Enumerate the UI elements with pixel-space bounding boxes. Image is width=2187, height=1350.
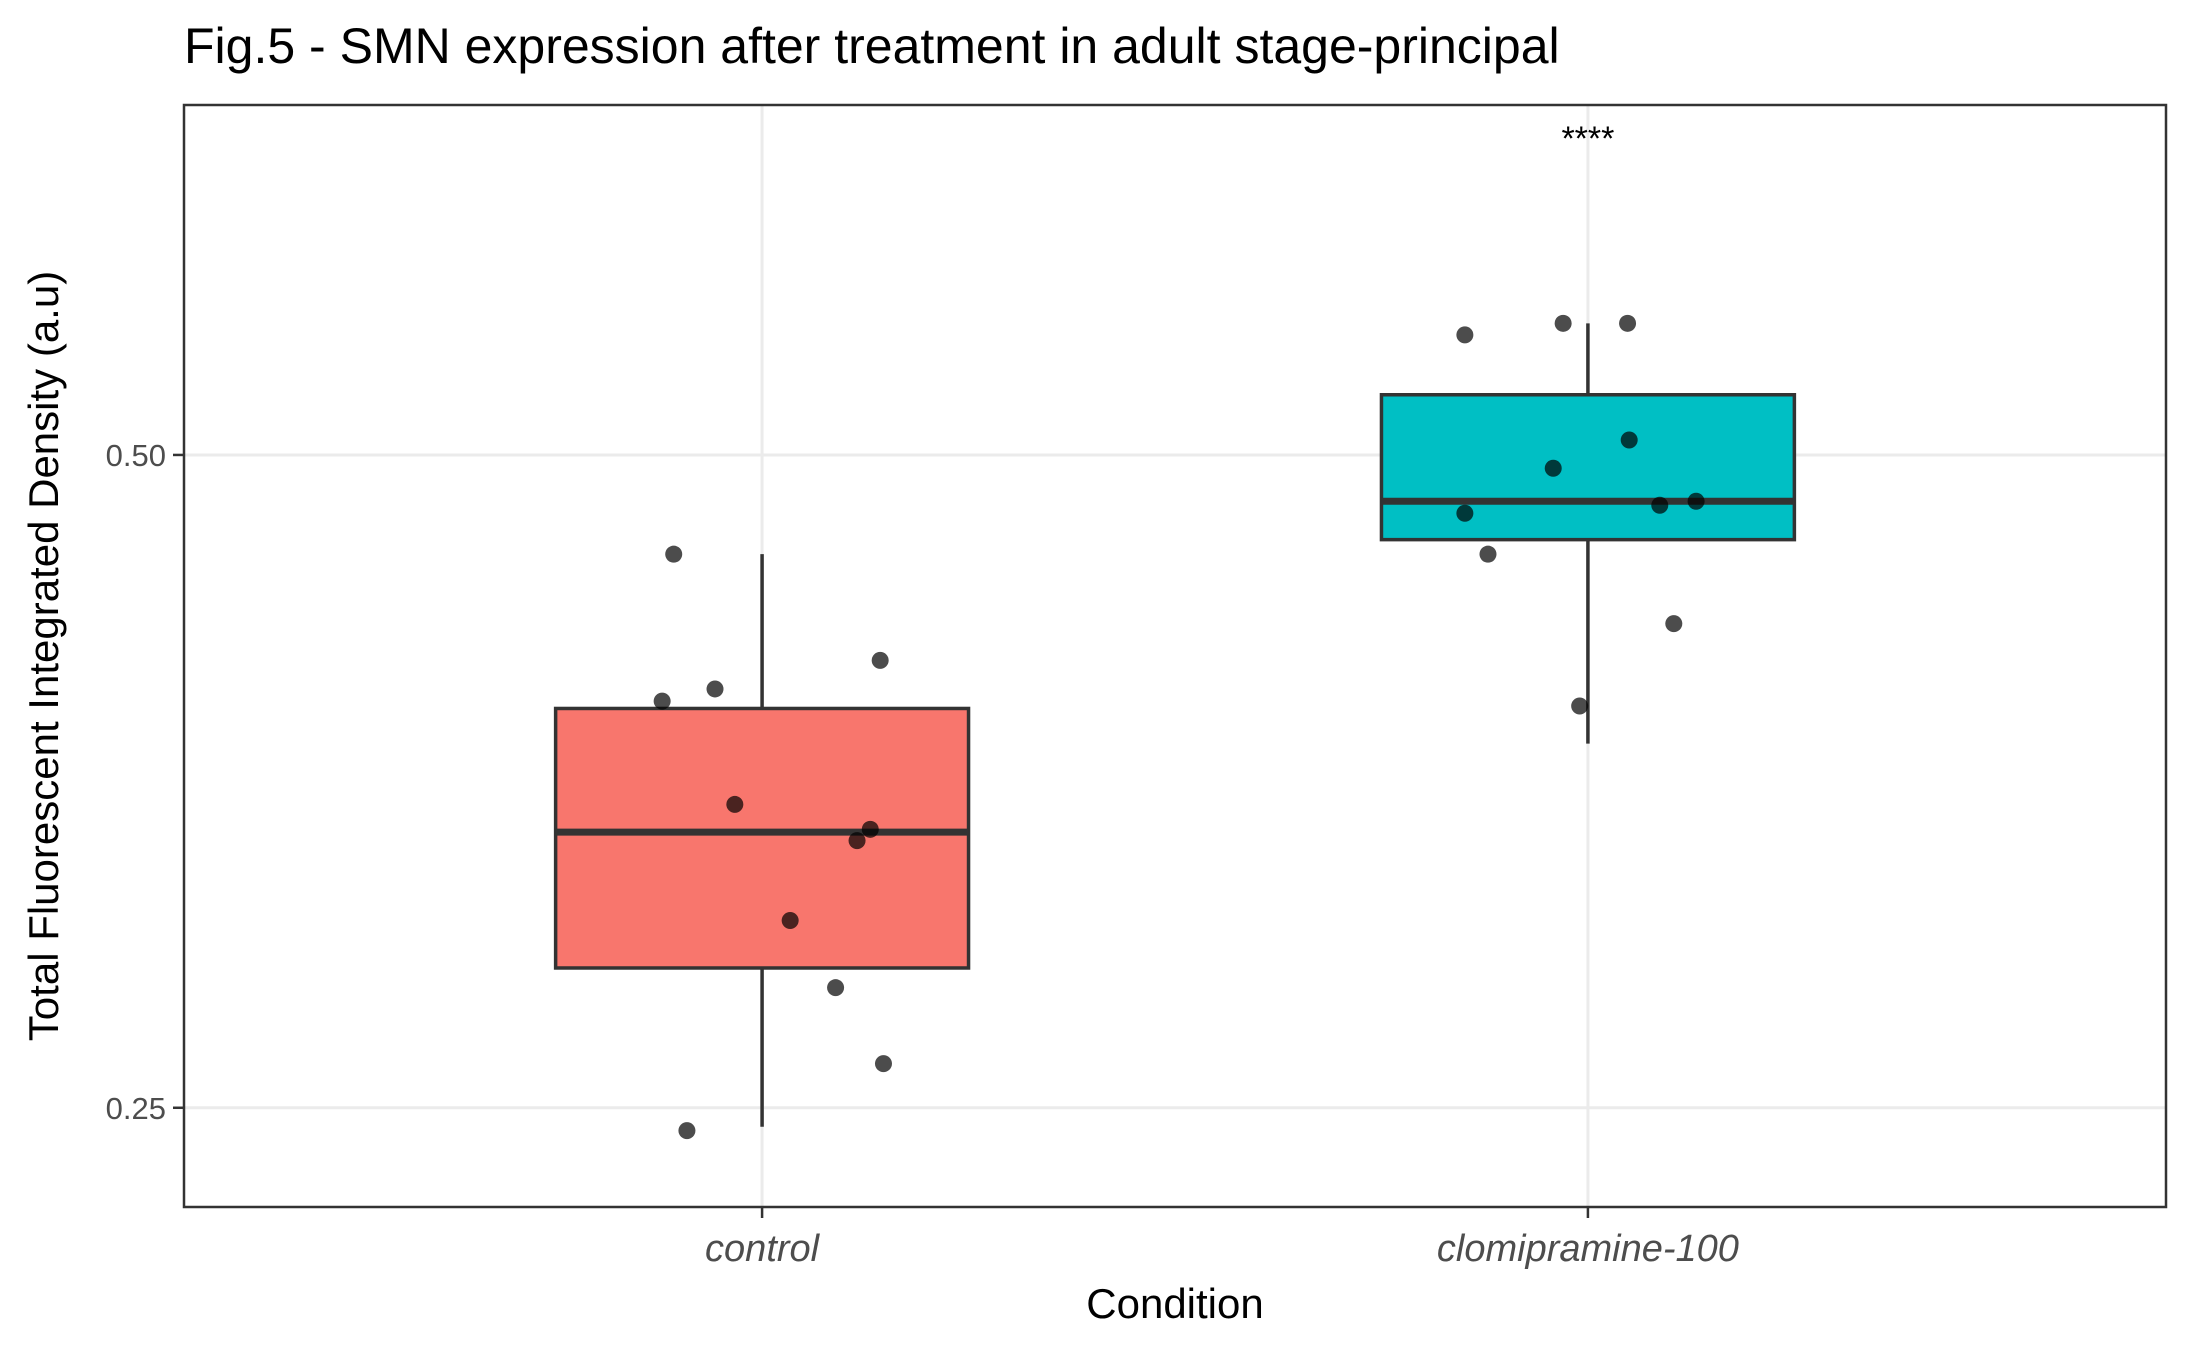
data-point	[781, 911, 799, 929]
y-axis-label: Total Fluorescent Integrated Density (a.…	[20, 271, 67, 1041]
data-point	[1651, 496, 1669, 514]
data-point	[874, 1055, 892, 1073]
data-point	[665, 545, 683, 563]
data-point	[1687, 492, 1705, 510]
data-point	[726, 795, 744, 813]
box-body	[1379, 393, 1797, 542]
data-point	[1619, 314, 1637, 332]
data-point	[1665, 615, 1683, 633]
data-point	[861, 820, 879, 838]
significance-annotation: ****	[1561, 120, 1614, 158]
data-point	[827, 979, 845, 997]
x-tick-label: control	[705, 1228, 821, 1270]
data-point	[1571, 697, 1589, 715]
data-point	[848, 832, 866, 850]
data-point	[1456, 326, 1474, 344]
y-tick-label: 0.25	[106, 1091, 166, 1126]
box-control	[553, 554, 971, 1127]
data-point	[1456, 504, 1474, 522]
data-point	[1479, 545, 1497, 563]
plot-panel: **** 0.25 0.50 control clomipramine-100	[106, 103, 2168, 1270]
data-point	[678, 1122, 696, 1140]
data-point	[1544, 459, 1562, 477]
data-point	[653, 692, 671, 710]
data-point	[1554, 314, 1572, 332]
box-body	[553, 706, 971, 970]
data-point	[706, 680, 724, 698]
x-tick-label: clomipramine-100	[1437, 1228, 1739, 1270]
data-point	[1620, 431, 1638, 449]
y-tick-label: 0.50	[106, 438, 166, 473]
panel-border	[182, 103, 2168, 1209]
data-point	[871, 651, 889, 669]
x-axis-label: Condition	[1086, 1280, 1263, 1327]
chart-title: Fig.5 - SMN expression after treatment i…	[184, 18, 1560, 74]
box-clomipramine-100	[1379, 323, 1797, 744]
